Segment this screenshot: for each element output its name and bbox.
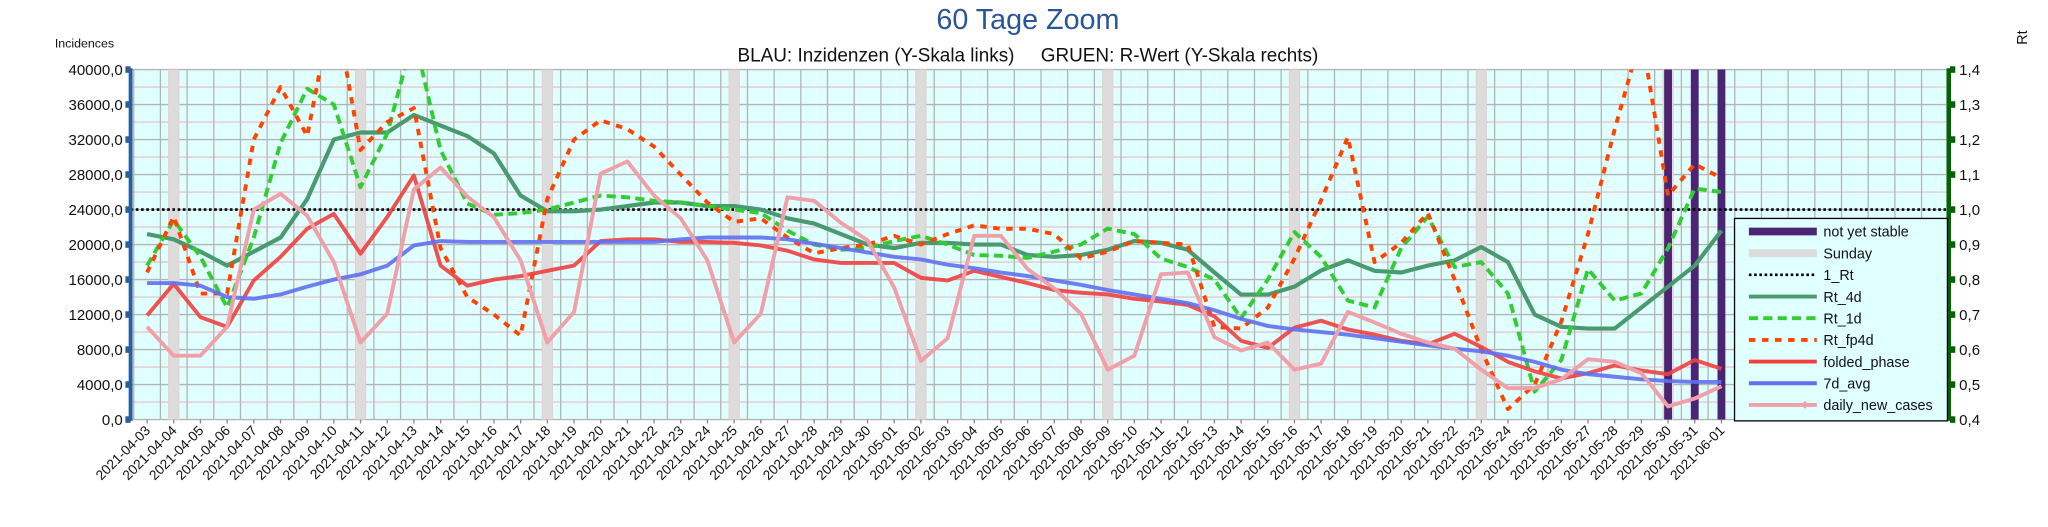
left-tick-label: 32000,0 — [68, 132, 122, 149]
left-tick — [125, 416, 131, 423]
legend-label: 7d_avg — [1823, 376, 1870, 392]
series-line-Rt-4d — [146, 112, 1724, 331]
series-line-Rt-fp4d — [145, 69, 1723, 412]
left-tick-label: 4000,0 — [77, 377, 123, 394]
right-tick-label: 1,0 — [1959, 202, 1980, 219]
legend-item: folded_phase — [1748, 355, 1910, 371]
legend-label: daily_new_cases — [1823, 398, 1932, 414]
legend-label: Rt_1d — [1823, 311, 1861, 327]
left-tick-label: 40000,0 — [68, 62, 122, 79]
left-tick-label: 12000,0 — [68, 307, 122, 324]
legend-item: not yet stable — [1748, 225, 1909, 241]
left-tick-label: 0,0 — [102, 412, 123, 429]
right-tick-label: 0,7 — [1959, 307, 1980, 324]
left-tick-label: 20000,0 — [68, 237, 122, 254]
right-tick-label: 0,8 — [1959, 272, 1980, 289]
right-tick — [1950, 171, 1956, 178]
right-tick-label: 0,5 — [1959, 377, 1980, 394]
series-line-daily-new-cases — [145, 159, 1723, 409]
sunday-band — [354, 69, 367, 420]
right-tick — [1950, 311, 1956, 318]
right-tick — [1950, 136, 1956, 143]
right-axis-label: Rt — [2015, 30, 2031, 44]
legend-label: Rt_fp4d — [1823, 333, 1873, 349]
right-tick-label: 1,4 — [1959, 62, 1980, 79]
right-tick-label: 1,2 — [1959, 132, 1980, 149]
legend-label: folded_phase — [1823, 355, 1909, 371]
left-tick — [125, 66, 131, 73]
legend-item: Rt_4d — [1748, 290, 1862, 306]
legend-label: not yet stable — [1823, 225, 1908, 241]
series-line-folded-phase — [145, 173, 1723, 381]
left-tick-label: 28000,0 — [68, 167, 122, 184]
legend-item: Rt_fp4d — [1748, 333, 1874, 349]
right-tick — [1950, 381, 1956, 388]
left-axis-label: Incidences — [55, 36, 114, 50]
series-line-7d-avg — [147, 235, 1722, 384]
sunday-band — [1102, 69, 1114, 420]
left-tick-label: 16000,0 — [68, 272, 122, 289]
legend-item: 7d_avg — [1748, 376, 1870, 392]
right-tick — [1950, 206, 1956, 213]
right-tick-label: 0,4 — [1959, 412, 1980, 429]
sunday-band — [541, 69, 553, 420]
left-tick — [125, 136, 131, 143]
left-tick-label: 24000,0 — [68, 202, 122, 219]
legend-item: Rt_1d — [1748, 311, 1862, 327]
right-tick-label: 1,3 — [1959, 97, 1980, 114]
legend-item: 1_Rt — [1748, 268, 1854, 284]
not-yet-stable-bar — [1717, 69, 1726, 420]
sunday-band — [1475, 69, 1487, 420]
right-tick — [1950, 416, 1956, 423]
left-tick — [125, 346, 131, 353]
left-tick — [125, 276, 131, 283]
sunday-band — [168, 69, 180, 420]
legend-label: Rt_4d — [1823, 290, 1861, 306]
left-tick — [125, 241, 131, 248]
x-tick-labels: 2021-04-032021-04-042021-04-052021-04-06… — [93, 419, 1727, 483]
right-tick — [1950, 241, 1956, 248]
left-tick — [125, 171, 131, 178]
right-tick — [1950, 101, 1956, 108]
right-tick — [1950, 66, 1956, 73]
left-tick — [125, 381, 131, 388]
right-tick — [1950, 276, 1956, 283]
chart-title: 60 Tage Zoom — [936, 4, 1119, 36]
left-tick — [125, 101, 131, 108]
left-tick — [125, 206, 131, 213]
left-tick-label: 36000,0 — [68, 97, 122, 114]
axes: 0,0 4000,0 8000,0 12000,0 16000,0 20000,0 2400… — [68, 62, 1980, 429]
not-yet-stable-bar — [1690, 69, 1699, 420]
left-tick — [125, 311, 131, 318]
legend-item: Sunday — [1748, 246, 1873, 262]
chart-subtitle: BLAU: Inzidenzen (Y-Skala links) GRUEN: … — [738, 46, 1319, 67]
left-tick-label: 8000,0 — [77, 342, 123, 359]
legend: not yet stable Sunday 1_Rt Rt_4d Rt_1d Rt_fp4… — [1733, 217, 1949, 422]
grid — [130, 68, 1947, 421]
series-lines — [130, 69, 1947, 412]
right-tick-label: 0,9 — [1959, 237, 1980, 254]
legend-label: Sunday — [1823, 246, 1873, 262]
legend-label: 1_Rt — [1823, 268, 1853, 284]
right-tick — [1950, 346, 1956, 353]
right-tick-label: 0,6 — [1959, 342, 1980, 359]
right-tick-label: 1,1 — [1959, 167, 1980, 184]
